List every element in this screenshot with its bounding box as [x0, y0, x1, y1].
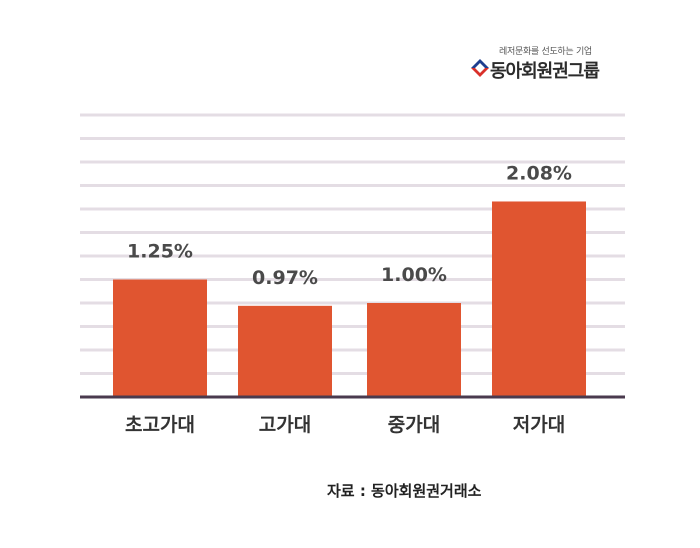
category-label: 저가대 [513, 414, 565, 436]
category-label: 중가대 [388, 414, 440, 436]
value-label: 0.97% [252, 267, 318, 289]
category-label: 고가대 [259, 414, 311, 436]
chart-category-labels: 초고가대 고가대 중가대 저가대 [125, 414, 565, 436]
value-label: 1.25% [127, 241, 193, 263]
source-note: 자료 : 동아회원권거래소 [327, 482, 482, 500]
logo-tagline: 레저문화를 선도하는 기업 [499, 47, 592, 57]
bar [367, 303, 461, 397]
bar [113, 279, 207, 397]
category-label: 초고가대 [125, 414, 195, 436]
logo-mark-icon [471, 59, 489, 77]
bar [238, 305, 332, 397]
logo-name: 동아회원권그룹 [490, 61, 600, 82]
bar [492, 201, 586, 397]
value-label: 1.00% [381, 264, 447, 286]
value-label: 2.08% [506, 162, 572, 184]
chart-bars [113, 201, 586, 397]
chart-value-labels: 1.25% 0.97% 1.00% 2.08% [127, 162, 572, 288]
company-logo: 레저문화를 선도하는 기업 동아회원권그룹 [468, 40, 628, 84]
